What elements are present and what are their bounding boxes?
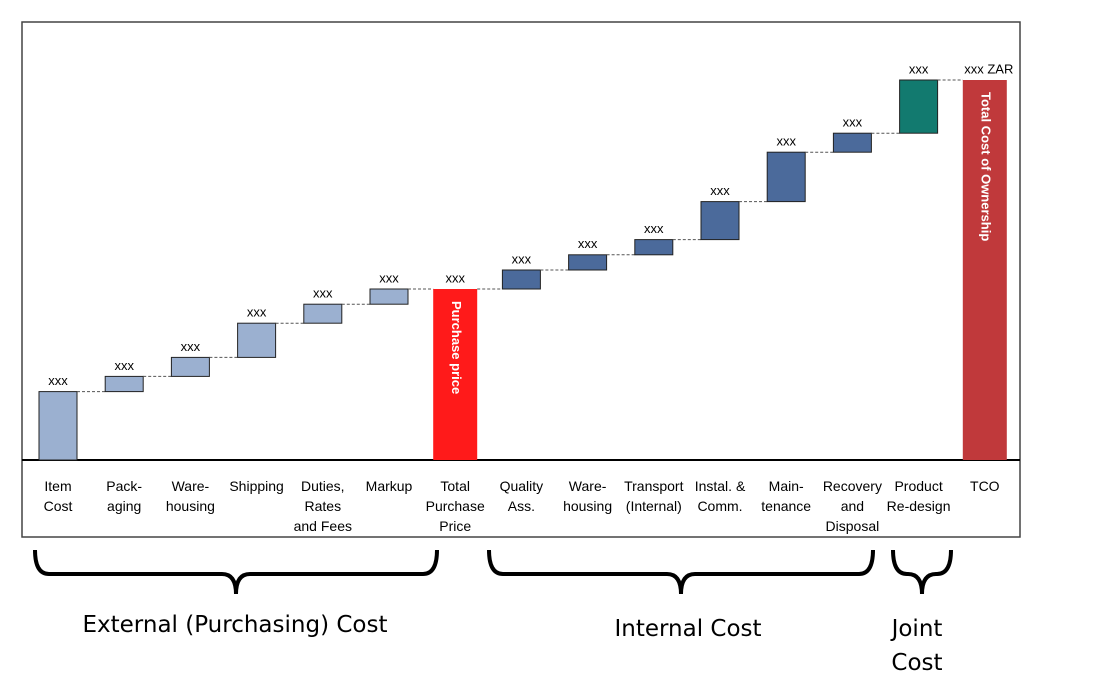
bar	[237, 322, 277, 358]
bar-annotation: Total Cost of Ownership	[978, 92, 993, 241]
bar	[104, 375, 144, 393]
group-label: External (Purchasing) Cost	[82, 612, 388, 638]
value-label: xxx	[843, 115, 863, 130]
bar	[170, 356, 210, 377]
bar	[634, 239, 674, 256]
x-tick-label: Quality Ass.	[499, 478, 544, 514]
value-label: xxx	[512, 251, 532, 266]
group-brace	[891, 549, 953, 595]
x-tick-label: Recovery and Disposal	[822, 478, 882, 534]
value-label: xxx	[379, 270, 399, 285]
bar	[899, 79, 939, 134]
value-label: xxx	[445, 270, 465, 285]
group-brace	[487, 549, 875, 595]
bar	[568, 254, 608, 271]
bar	[303, 303, 343, 324]
x-tick-label: Markup	[365, 478, 413, 494]
bar	[700, 201, 740, 241]
x-tick-label: Pack- aging	[106, 478, 143, 514]
bar-annotation: Purchase price	[449, 301, 464, 394]
value-label: xxx	[909, 61, 929, 76]
bar	[766, 151, 806, 203]
value-label: xxx	[48, 373, 68, 388]
value-label: xxx	[114, 358, 134, 373]
bar	[501, 269, 541, 290]
x-tick-label: Product Re-design	[886, 478, 951, 514]
x-tick-label: Item Cost	[43, 478, 73, 514]
bar	[369, 288, 409, 305]
bar	[832, 132, 872, 153]
group-brace	[33, 549, 439, 595]
value-label: xxx ZAR	[964, 61, 1013, 76]
value-label: xxx	[644, 221, 664, 236]
x-tick-label: Shipping	[229, 478, 284, 494]
x-tick-label: Duties, Rates and Fees	[293, 478, 352, 534]
x-tick-label: Ware- housing	[165, 478, 215, 514]
value-label: xxx	[181, 339, 201, 354]
x-tick-label: Transport (Internal)	[624, 478, 684, 514]
bar	[962, 80, 1007, 460]
value-label: xxx	[247, 305, 267, 320]
bar	[433, 289, 478, 460]
group-label: Internal Cost	[614, 616, 762, 642]
x-tick-label: TCO	[970, 478, 1000, 494]
x-tick-label: Total Purchase Price	[425, 478, 485, 534]
value-label: xxx	[578, 236, 598, 251]
value-label: xxx	[313, 286, 333, 301]
x-tick-label: Ware- housing	[563, 478, 613, 514]
value-label: xxx	[710, 183, 730, 198]
chart-frame	[21, 21, 1021, 538]
value-label: xxx	[776, 134, 796, 149]
x-tick-label: Main- tenance	[761, 478, 812, 514]
x-tick-label: Instal. & Comm.	[694, 478, 746, 514]
group-label: Joint Cost	[891, 616, 943, 676]
bar	[38, 391, 78, 461]
